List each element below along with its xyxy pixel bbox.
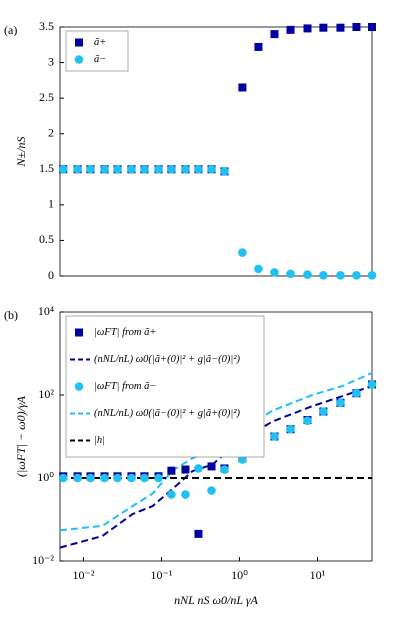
- circle-marker: [167, 164, 176, 174]
- legend-label: ã−: [94, 54, 106, 65]
- circle-marker: [319, 270, 328, 280]
- circle-marker: [113, 473, 122, 483]
- circle-marker: [167, 490, 176, 499]
- y-axis-label: (|ωFT| − ω0)/γA: [14, 395, 28, 477]
- y-tick-label: 10⁰: [37, 470, 54, 484]
- y-tick-label: 3.5: [39, 19, 54, 33]
- legend-swatch: [74, 55, 84, 64]
- square-marker: [336, 23, 345, 32]
- circle-marker: [303, 416, 312, 426]
- square-marker: [270, 30, 279, 39]
- y-tick-label: 1: [48, 197, 54, 211]
- circle-marker: [127, 164, 136, 174]
- square-marker: [352, 23, 361, 31]
- circle-marker: [154, 164, 163, 174]
- circle-marker: [336, 398, 345, 408]
- legend-label: (nNL/nL) ω0(|ã+(0)|² + g|ã−(0)|²): [94, 354, 240, 365]
- circle-marker: [286, 424, 295, 434]
- legend: ã+ ã−: [65, 30, 129, 72]
- legend: |ωFT| from ã+ (nNL/nL) ω0(|ã+(0)|² + g|ã−…: [65, 315, 265, 458]
- x-axis-label: nNL nS ω0/nL γA: [174, 593, 258, 607]
- circle-marker: [319, 407, 328, 416]
- x-tick-label: 10¹: [310, 568, 326, 582]
- x-tick-label: 10⁰: [231, 568, 248, 582]
- legend-label: (nNL/nL) ω0(|ã−(0)|² + g|ã+(0)|²): [94, 408, 240, 419]
- legend-label: ã+: [94, 37, 106, 48]
- legend-label: |ωFT| from ã−: [94, 381, 156, 392]
- legend-label: |ωFT| from ã+: [94, 327, 156, 338]
- y-tick-label: 2.5: [39, 90, 54, 104]
- circle-marker: [140, 473, 149, 483]
- square-marker: [181, 465, 190, 474]
- circle-marker: [113, 164, 122, 174]
- panel-label: (a): [4, 23, 17, 37]
- circle-marker: [254, 264, 263, 274]
- legend-swatch: [75, 328, 83, 337]
- circle-marker: [367, 380, 377, 389]
- legend-label: |h|: [94, 435, 105, 446]
- y-tick-label: 10⁻²: [32, 553, 54, 567]
- square-marker: [167, 466, 176, 475]
- circle-marker: [207, 164, 216, 174]
- square-marker: [303, 24, 312, 33]
- square-marker: [207, 462, 216, 471]
- x-tick-label: 10⁻¹: [151, 568, 173, 582]
- circle-marker: [194, 164, 203, 174]
- y-tick-label: 3: [48, 54, 54, 68]
- circle-marker: [127, 473, 136, 483]
- circle-marker: [140, 164, 149, 174]
- circle-marker: [367, 270, 377, 280]
- y-tick-label: 0: [48, 268, 54, 282]
- circle-marker: [58, 164, 68, 174]
- legend-swatch: [74, 382, 84, 391]
- circle-marker: [220, 167, 229, 176]
- circle-marker: [86, 164, 95, 174]
- y-axis-label: N±/nS: [14, 137, 28, 168]
- plot-frame: [59, 26, 373, 277]
- panel-label: (b): [4, 308, 18, 322]
- legend-box: [65, 315, 265, 458]
- legend-swatch: [75, 38, 83, 47]
- circle-marker: [86, 473, 95, 483]
- square-marker: [319, 23, 328, 32]
- circle-marker: [100, 164, 109, 174]
- circle-marker: [270, 268, 279, 277]
- circle-marker: [181, 490, 190, 499]
- circle-marker: [194, 464, 203, 473]
- circle-marker: [73, 473, 82, 483]
- circle-marker: [336, 270, 345, 280]
- circle-marker: [181, 164, 190, 174]
- x-tick-label: 10⁻²: [73, 568, 95, 582]
- circle-marker: [220, 465, 229, 474]
- y-tick-label: 10²: [38, 387, 54, 401]
- circle-marker: [270, 432, 279, 441]
- y-tick-label: 10⁴: [38, 304, 54, 318]
- circle-marker: [58, 473, 68, 483]
- square-marker: [238, 83, 247, 92]
- circle-marker: [238, 248, 247, 257]
- y-tick-label: 0.5: [39, 232, 54, 246]
- plot-frame: [59, 311, 373, 562]
- circle-marker: [73, 164, 82, 174]
- circle-marker: [207, 486, 216, 495]
- square-marker: [254, 42, 263, 51]
- circle-marker: [154, 473, 163, 483]
- circle-marker: [303, 270, 312, 279]
- legend-box: [65, 30, 129, 72]
- square-marker: [194, 529, 203, 538]
- circle-marker: [100, 473, 109, 483]
- y-tick-label: 1.5: [39, 161, 54, 175]
- circle-marker: [352, 270, 361, 280]
- circle-marker: [352, 388, 361, 398]
- square-marker: [286, 25, 295, 34]
- circle-marker: [286, 269, 295, 279]
- square-marker: [368, 23, 376, 31]
- y-tick-label: 2: [48, 125, 54, 139]
